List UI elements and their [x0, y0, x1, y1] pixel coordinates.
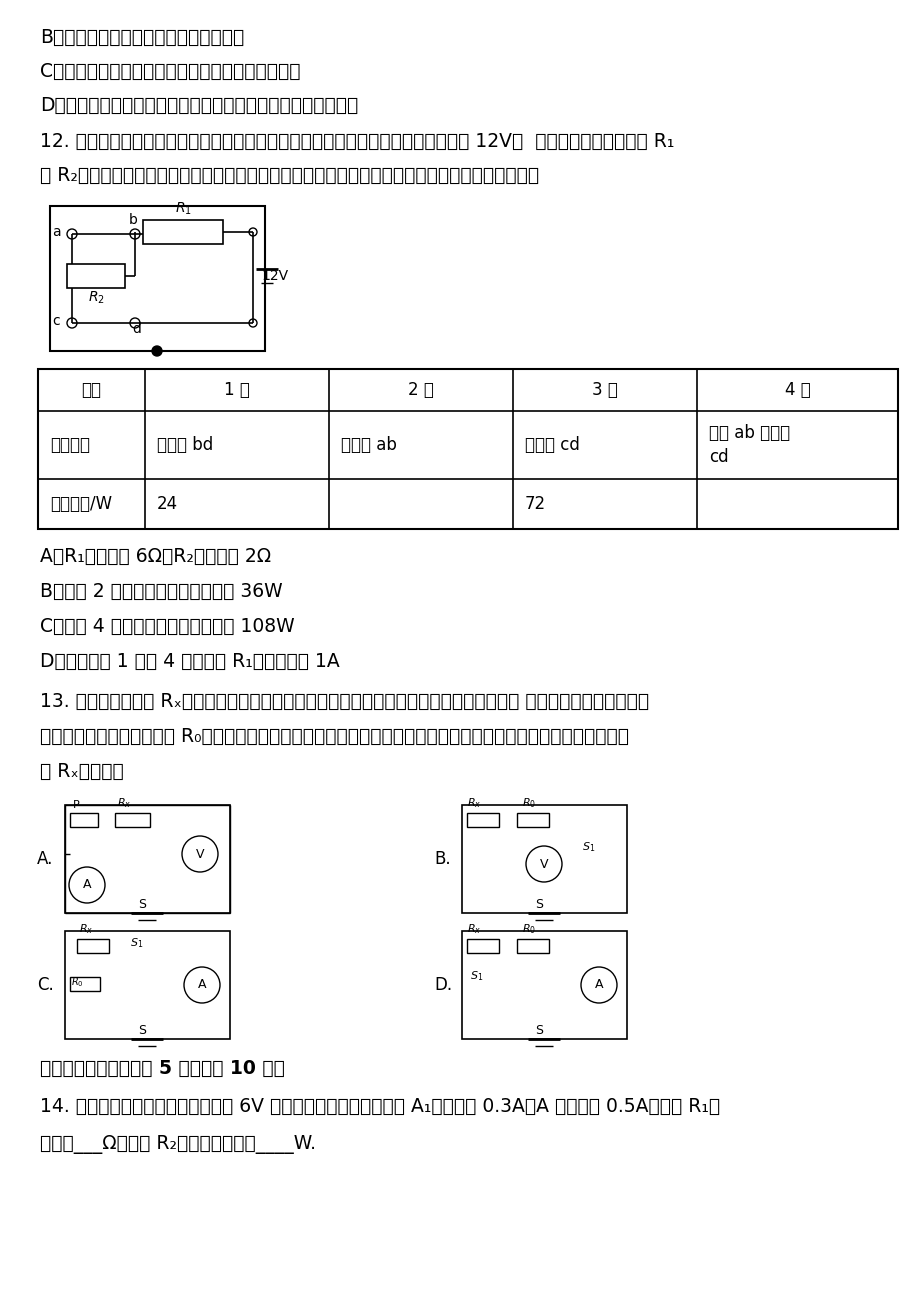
Bar — [467, 812, 498, 827]
Text: 只连接 cd: 只连接 cd — [525, 436, 579, 454]
Circle shape — [581, 967, 617, 1003]
Text: S: S — [535, 1025, 542, 1038]
Text: A.: A. — [37, 850, 53, 868]
Text: $R_0$: $R_0$ — [521, 797, 536, 810]
Text: 阻器、阻值已知的定值电阻 R₀等。同学们设计了图所示的几种测量电路，在不拆改电路的前提下，能够测量出待测电: 阻器、阻值已知的定值电阻 R₀等。同学们设计了图所示的几种测量电路，在不拆改电路… — [40, 727, 629, 746]
Text: $R_0$: $R_0$ — [71, 975, 84, 990]
Text: V: V — [196, 848, 204, 861]
Text: d: d — [132, 322, 142, 336]
Circle shape — [130, 229, 140, 240]
Text: 4 档: 4 档 — [784, 381, 810, 398]
Text: 3 档: 3 档 — [592, 381, 618, 398]
Bar — [516, 812, 549, 827]
Circle shape — [67, 229, 77, 240]
Bar — [70, 976, 100, 991]
Text: 2 档: 2 档 — [408, 381, 434, 398]
Bar — [67, 264, 125, 288]
Text: 三、填空题（本大题共 5 小题，共 10 分）: 三、填空题（本大题共 5 小题，共 10 分） — [40, 1059, 285, 1078]
Text: A: A — [594, 979, 603, 992]
Text: 12. 如图所示是科技小组制作的多档位微型电加热器电路图，正常工作的输入电压为 12V，  加热部分有两根电阻丝 R₁: 12. 如图所示是科技小组制作的多档位微型电加热器电路图，正常工作的输入电压为 … — [40, 132, 674, 151]
Text: $R_x$: $R_x$ — [467, 797, 481, 810]
Text: 和 R₂，通过按下不同档位按钮，改变电阻丝的连接方式（如下表），从而实现四挡加热功率。则：: 和 R₂，通过按下不同档位按钮，改变电阻丝的连接方式（如下表），从而实现四挡加热… — [40, 165, 539, 185]
Text: cd: cd — [709, 448, 728, 466]
Text: 加热功率/W: 加热功率/W — [50, 495, 112, 513]
Text: $S_1$: $S_1$ — [470, 969, 482, 983]
Text: b: b — [129, 214, 137, 227]
Text: a: a — [51, 225, 61, 240]
Circle shape — [249, 228, 256, 236]
Text: $S_1$: $S_1$ — [582, 840, 595, 854]
Circle shape — [130, 318, 140, 328]
Bar — [467, 939, 498, 953]
Text: $R_x$: $R_x$ — [117, 797, 131, 810]
Text: V: V — [539, 858, 548, 871]
Text: 12V: 12V — [261, 270, 288, 283]
Circle shape — [182, 836, 218, 872]
Bar — [65, 805, 230, 913]
Text: 阻值是___Ω，电阻 R₂消耗的电功率是____W.: 阻值是___Ω，电阻 R₂消耗的电功率是____W. — [40, 1135, 315, 1154]
Text: S: S — [138, 1025, 146, 1038]
Text: 只连接 bd: 只连接 bd — [157, 436, 213, 454]
Bar — [461, 805, 627, 913]
Circle shape — [184, 967, 220, 1003]
Text: 24: 24 — [157, 495, 178, 513]
Text: A: A — [198, 979, 206, 992]
Circle shape — [152, 346, 162, 355]
Circle shape — [67, 318, 77, 328]
Bar — [65, 931, 230, 1039]
Text: 阻 Rₓ阻值的是: 阻 Rₓ阻值的是 — [40, 762, 124, 781]
Text: 连接方式: 连接方式 — [50, 436, 90, 454]
Text: P: P — [73, 799, 80, 810]
Text: D．丁图是一自制气压计的示意图，管内液柱越高所测压强越大: D．丁图是一自制气压计的示意图，管内液柱越高所测压强越大 — [40, 96, 357, 115]
Circle shape — [249, 319, 256, 327]
Text: 按钮: 按钮 — [82, 381, 101, 398]
Text: B.: B. — [434, 850, 450, 868]
Text: 1 档: 1 档 — [224, 381, 250, 398]
Bar — [516, 939, 549, 953]
Text: C．按下 4 档，该电加热器的功率为 108W: C．按下 4 档，该电加热器的功率为 108W — [40, 617, 294, 635]
Text: 连接 ab 和连接: 连接 ab 和连接 — [709, 424, 789, 441]
Text: 只连接 ab: 只连接 ab — [341, 436, 396, 454]
Text: S: S — [535, 898, 542, 911]
Text: 72: 72 — [525, 495, 546, 513]
Bar — [70, 812, 98, 827]
Bar — [115, 812, 150, 827]
Bar — [461, 931, 627, 1039]
Text: 14. 如图所示的电路，电源电压保持 6V 不变，闭合开关后，电流表 A₁的示数为 0.3A，A 的示数是 0.5A，电阻 R₁的: 14. 如图所示的电路，电源电压保持 6V 不变，闭合开关后，电流表 A₁的示数… — [40, 1098, 720, 1116]
Text: $S_1$: $S_1$ — [130, 936, 143, 949]
Text: $R_x$: $R_x$ — [467, 922, 481, 936]
Text: A: A — [83, 879, 91, 892]
Text: $R_2$: $R_2$ — [87, 290, 105, 306]
Text: 13. 在测里未知电阻 Rₓ的实验中，提供的实验器材有：电源（电源两端电压不变且未知）、 电流表、电压表、滑动变: 13. 在测里未知电阻 Rₓ的实验中，提供的实验器材有：电源（电源两端电压不变且… — [40, 691, 649, 711]
Text: c: c — [52, 314, 60, 328]
Text: B．乙图液柱上升反映了瓶子的微小形变: B．乙图液柱上升反映了瓶子的微小形变 — [40, 29, 244, 47]
Text: S: S — [138, 898, 146, 911]
Bar — [77, 939, 108, 953]
Circle shape — [526, 846, 562, 881]
Text: $R_x$: $R_x$ — [79, 922, 94, 936]
Text: B．按下 2 档，该电加热器的功率为 36W: B．按下 2 档，该电加热器的功率为 36W — [40, 582, 282, 602]
Text: C.: C. — [37, 976, 53, 993]
Text: D．分别按下 1 档和 4 档，通过 R₁的电流差为 1A: D．分别按下 1 档和 4 档，通过 R₁的电流差为 1A — [40, 652, 339, 671]
Bar — [142, 220, 222, 243]
Bar — [50, 206, 265, 352]
Text: D.: D. — [434, 976, 451, 993]
Text: $R_0$: $R_0$ — [521, 922, 536, 936]
Text: C．丙图所示现象说明气体流速越大的位置压强越小: C．丙图所示现象说明气体流速越大的位置压强越小 — [40, 62, 301, 81]
Text: A．R₁的阻值为 6Ω，R₂的阻值为 2Ω: A．R₁的阻值为 6Ω，R₂的阻值为 2Ω — [40, 547, 271, 566]
Text: $R_1$: $R_1$ — [175, 201, 191, 217]
Bar — [38, 368, 897, 529]
Circle shape — [69, 867, 105, 904]
